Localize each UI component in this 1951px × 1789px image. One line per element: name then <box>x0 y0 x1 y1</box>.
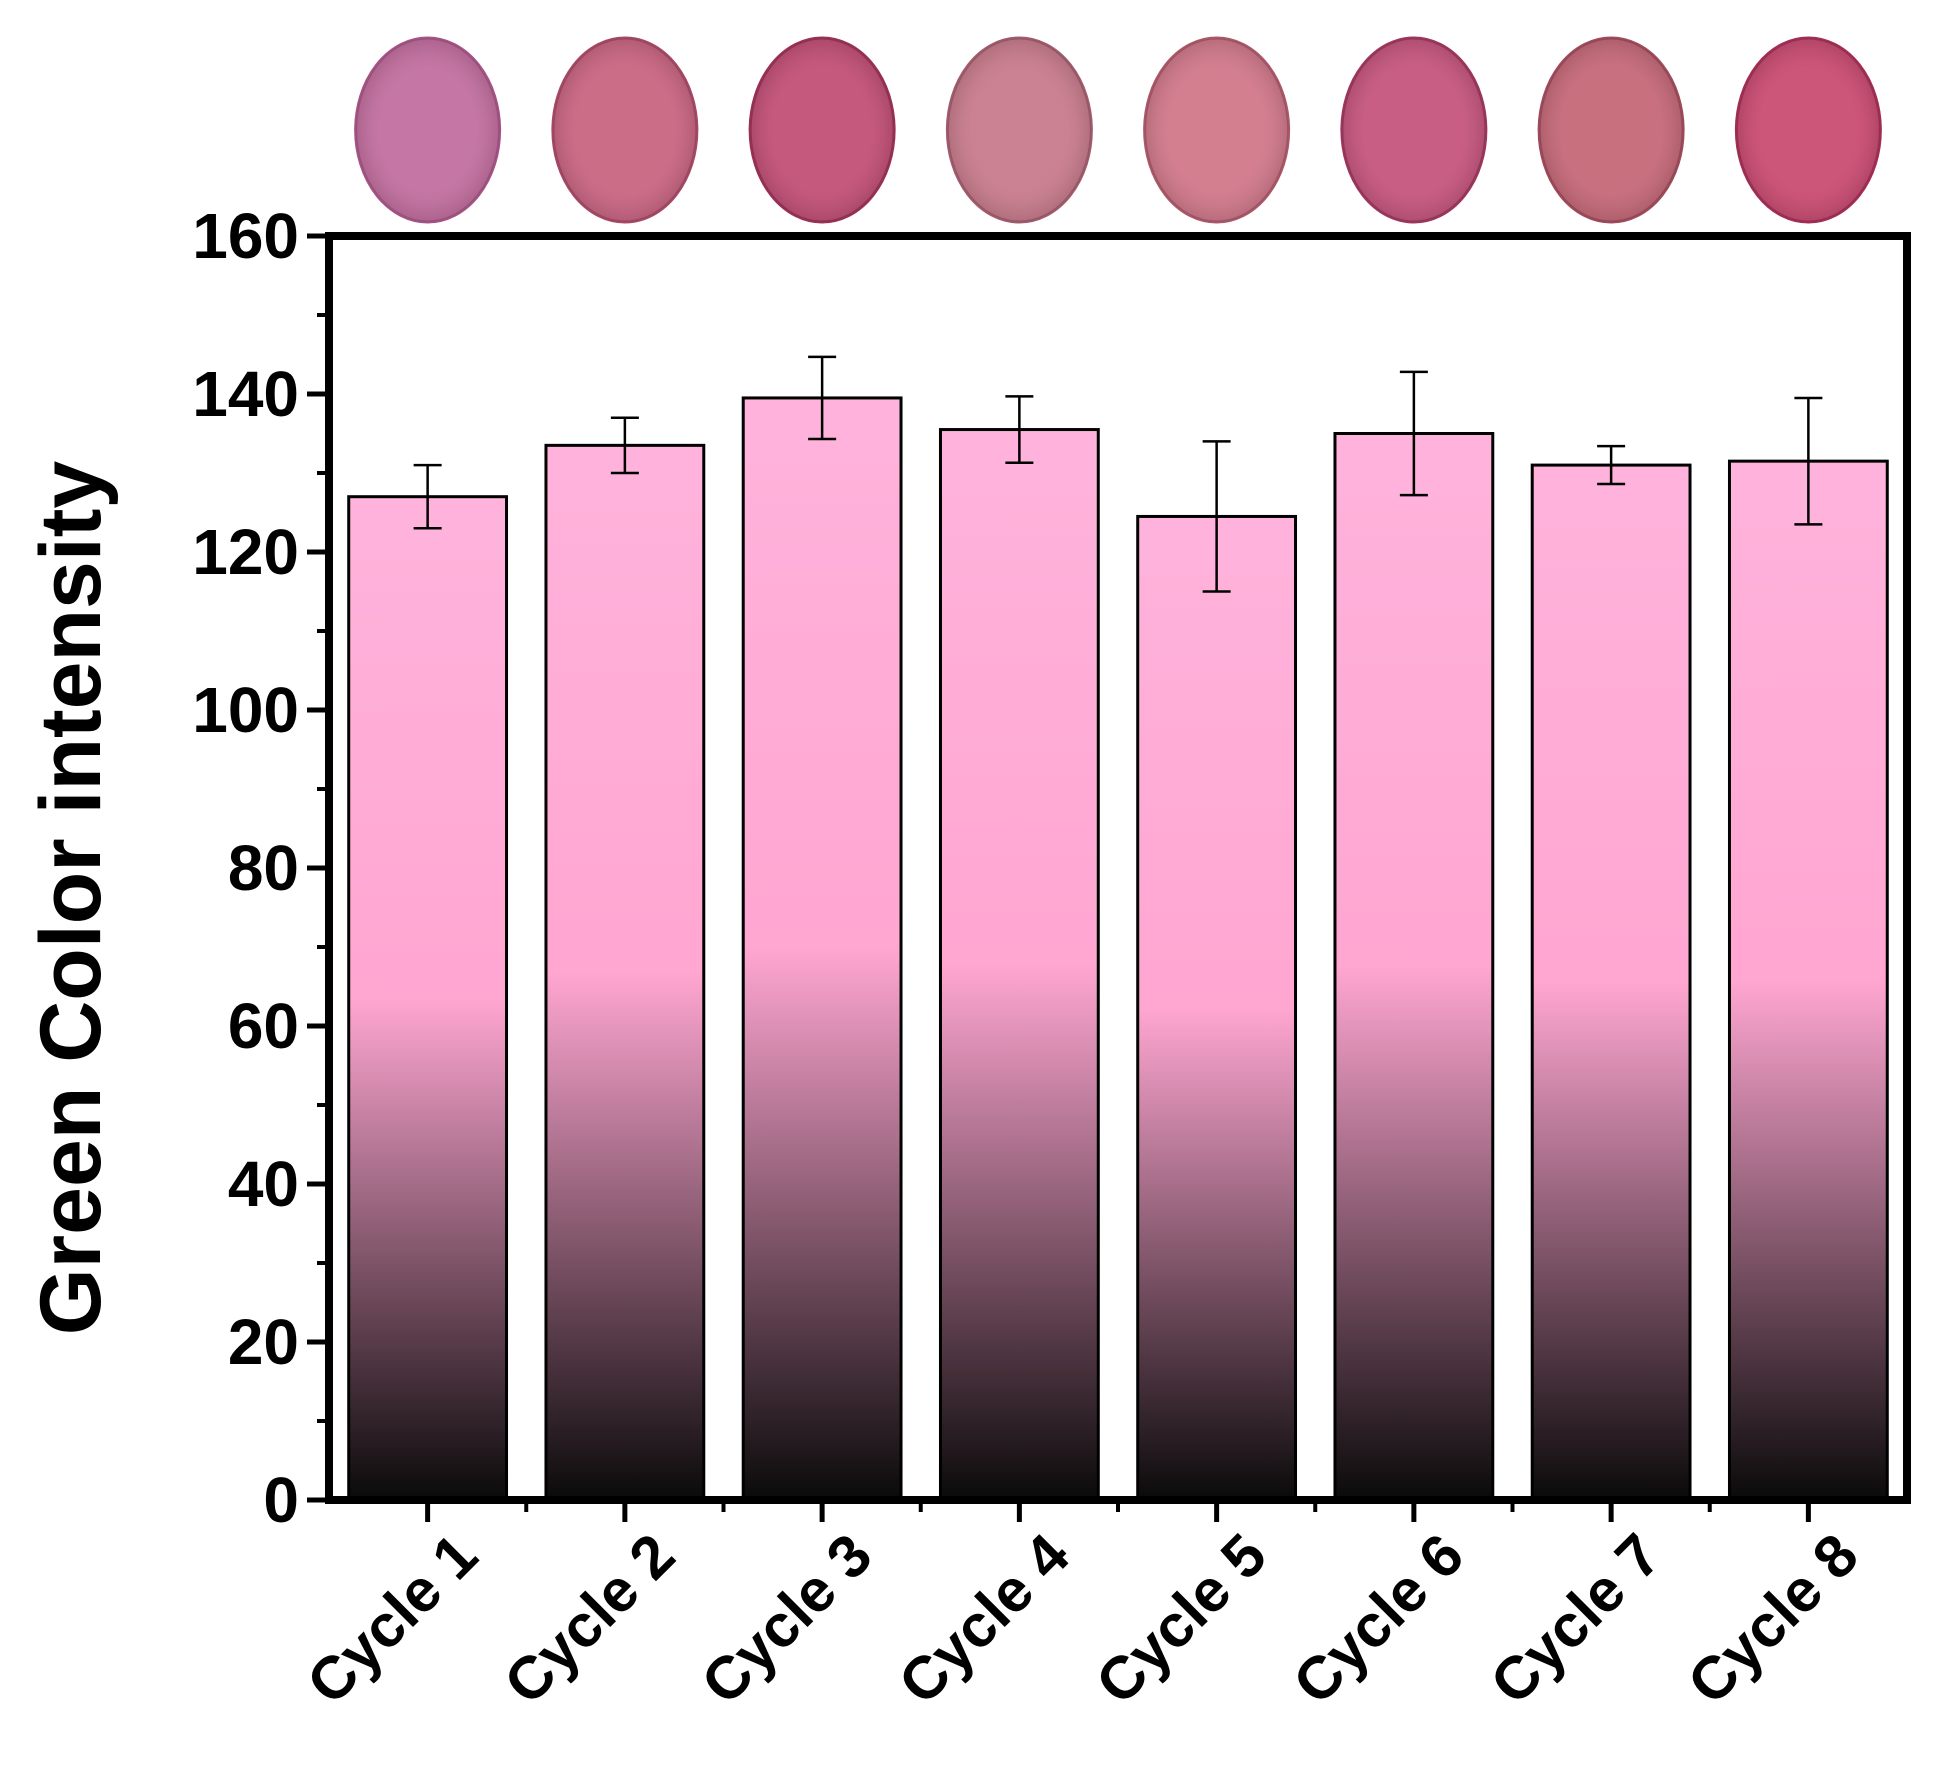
error-bar-8 <box>1794 396 1823 526</box>
sample-image-3 <box>748 36 896 224</box>
x-axis: Cycle 1 Cycle 2 Cycle 3 Cycle 4 Cycle 5 Cycle… <box>294 1500 1871 1717</box>
bar-1 <box>347 495 509 1502</box>
y-tick-label: 0 <box>263 1464 299 1536</box>
bars-group <box>347 396 1889 1502</box>
y-tick-label: 140 <box>192 358 299 430</box>
y-tick-label: 120 <box>192 516 299 588</box>
sample-image-4 <box>945 36 1093 224</box>
sample-image-1 <box>354 36 502 224</box>
x-tick-label-5: Cycle 5 <box>1083 1521 1279 1717</box>
y-tick-label: 160 <box>192 200 299 272</box>
error-bar-5 <box>1202 440 1231 593</box>
bar-2 <box>544 443 706 1502</box>
y-tick-label: 100 <box>192 674 299 746</box>
sample-image-2 <box>551 36 699 224</box>
x-tick-label-1: Cycle 1 <box>294 1521 490 1717</box>
sample-image-5 <box>1143 36 1291 224</box>
y-tick-label: 60 <box>228 990 299 1062</box>
y-tick-label: 40 <box>228 1148 299 1220</box>
error-bars-group <box>413 355 1823 593</box>
x-tick-label-7: Cycle 7 <box>1478 1521 1674 1717</box>
y-axis: 0 20 40 60 80 100 120 140 160 <box>192 200 329 1536</box>
sample-images-row <box>354 36 1882 224</box>
x-tick-label-8: Cycle 8 <box>1675 1521 1871 1717</box>
x-tick-label-2: Cycle 2 <box>491 1521 687 1717</box>
error-bar-4 <box>1005 395 1034 464</box>
bar-8 <box>1727 459 1889 1502</box>
error-bar-3 <box>808 355 837 441</box>
y-axis-title: Green Color intensity <box>23 461 119 1336</box>
x-tick-label-3: Cycle 3 <box>689 1521 885 1717</box>
bar-7 <box>1530 463 1692 1502</box>
error-bar-6 <box>1399 370 1428 497</box>
bar-4 <box>938 428 1100 1502</box>
x-tick-label-6: Cycle 6 <box>1280 1521 1476 1717</box>
y-tick-label: 20 <box>228 1306 299 1378</box>
error-bar-2 <box>610 416 639 475</box>
bar-5 <box>1136 514 1298 1502</box>
y-tick-label: 80 <box>228 832 299 904</box>
sample-image-8 <box>1734 36 1882 224</box>
error-bar-1 <box>413 463 442 530</box>
sample-image-6 <box>1340 36 1488 224</box>
x-tick-label-4: Cycle 4 <box>886 1521 1082 1717</box>
bar-6 <box>1333 432 1495 1502</box>
sample-image-7 <box>1537 36 1685 224</box>
bar-3 <box>741 396 903 1502</box>
error-bar-7 <box>1597 444 1626 486</box>
